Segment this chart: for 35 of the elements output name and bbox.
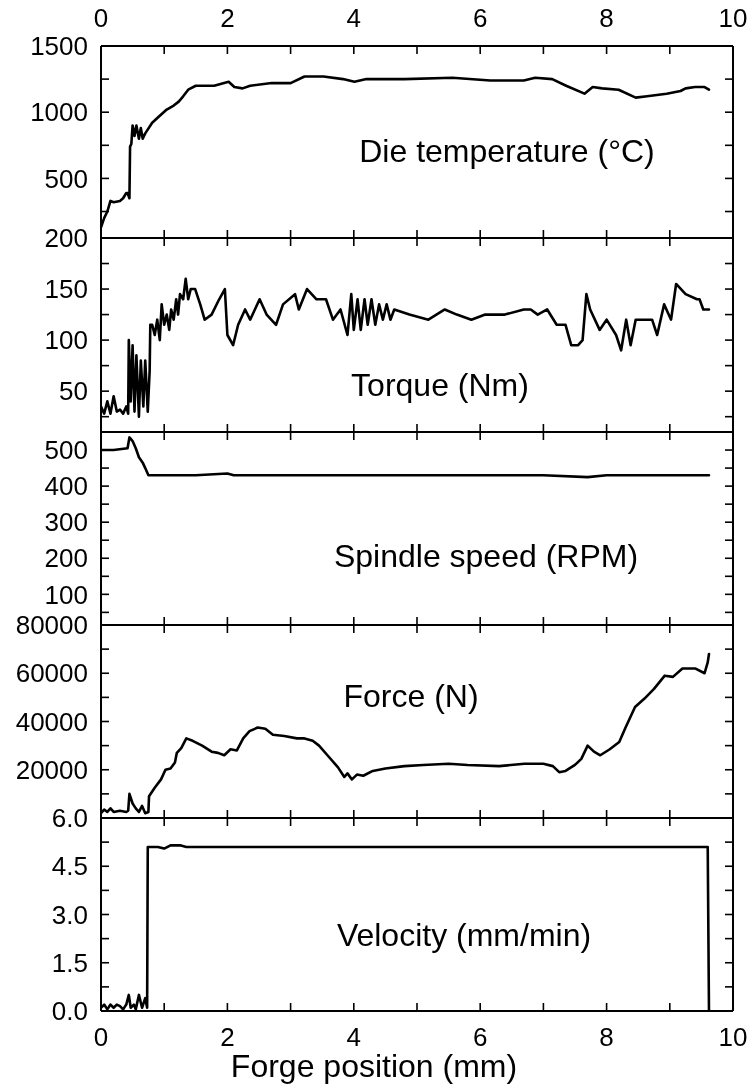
y-tick-label: 500 [44,163,88,194]
y-tick-label: 1500 [30,31,88,62]
y-tick-label: 50 [59,376,88,407]
y-tick-label: 400 [44,471,88,502]
y-tick-label: 500 [44,435,88,466]
y-tick-label: 6.0 [51,803,88,834]
x-tick-label: 10 [718,1022,748,1053]
text: Force (N) [343,678,479,715]
text: Velocity (mm/min) [336,917,592,954]
x-tick-label: 0 [93,1022,109,1053]
text: Torque (Nm) [351,367,529,404]
y-tick-label: 60000 [15,658,88,689]
y-tick-label: 40000 [15,706,88,737]
x-tick-label: 8 [599,1022,614,1053]
y-tick-label: 3.0 [51,899,88,930]
x2-tick-label: 6 [472,3,488,33]
x2-tick-label: 0 [93,3,109,33]
y-tick-label: 20000 [15,754,88,785]
x2-tick-label: 8 [599,3,614,33]
y-tick-label: 200 [44,223,88,254]
x2-tick-label: 10 [718,3,748,33]
y-tick-label: 100 [44,579,88,610]
x2-tick-label: 4 [346,3,362,33]
x2-tick-label: 2 [220,3,235,33]
y-tick-label: 1.5 [51,947,88,978]
text: Die temperature (°C) [359,133,655,170]
y-tick-label: 150 [44,274,88,305]
y-tick-label: 300 [44,507,88,538]
text: Spindle speed (RPM) [333,538,639,575]
y-tick-label: 4.5 [51,851,88,882]
y-tick-label: 80000 [15,610,88,641]
y-tick-label: 200 [44,543,88,574]
y-tick-label: 0.0 [51,996,88,1027]
y-tick-label: 1000 [30,97,88,128]
y-tick-label: 100 [44,325,88,356]
